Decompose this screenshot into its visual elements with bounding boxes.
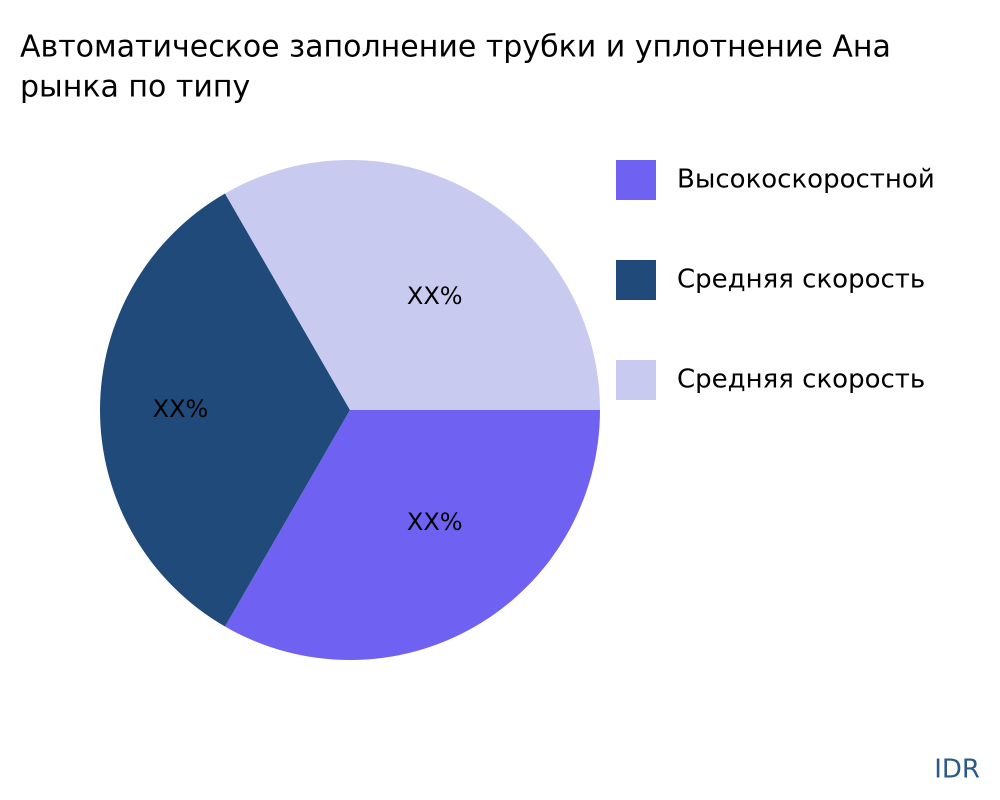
data-label: XX%	[407, 508, 463, 536]
data-label: XX%	[407, 282, 463, 310]
legend-swatch	[616, 360, 656, 400]
pie-slice	[225, 410, 600, 660]
chart-title: Автоматическое заполнение трубки и уплот…	[20, 30, 891, 65]
chart-title: рынка по типу	[20, 70, 250, 105]
pie-slice	[225, 160, 600, 410]
legend-label: Высокоскоростной	[677, 165, 935, 195]
watermark: IDR	[934, 755, 980, 785]
data-label: XX%	[153, 395, 209, 423]
legend-swatch	[616, 260, 656, 300]
legend-label: Средняя скорость	[677, 365, 925, 395]
legend-label: Средняя скорость	[677, 265, 925, 295]
legend-swatch	[616, 160, 656, 200]
